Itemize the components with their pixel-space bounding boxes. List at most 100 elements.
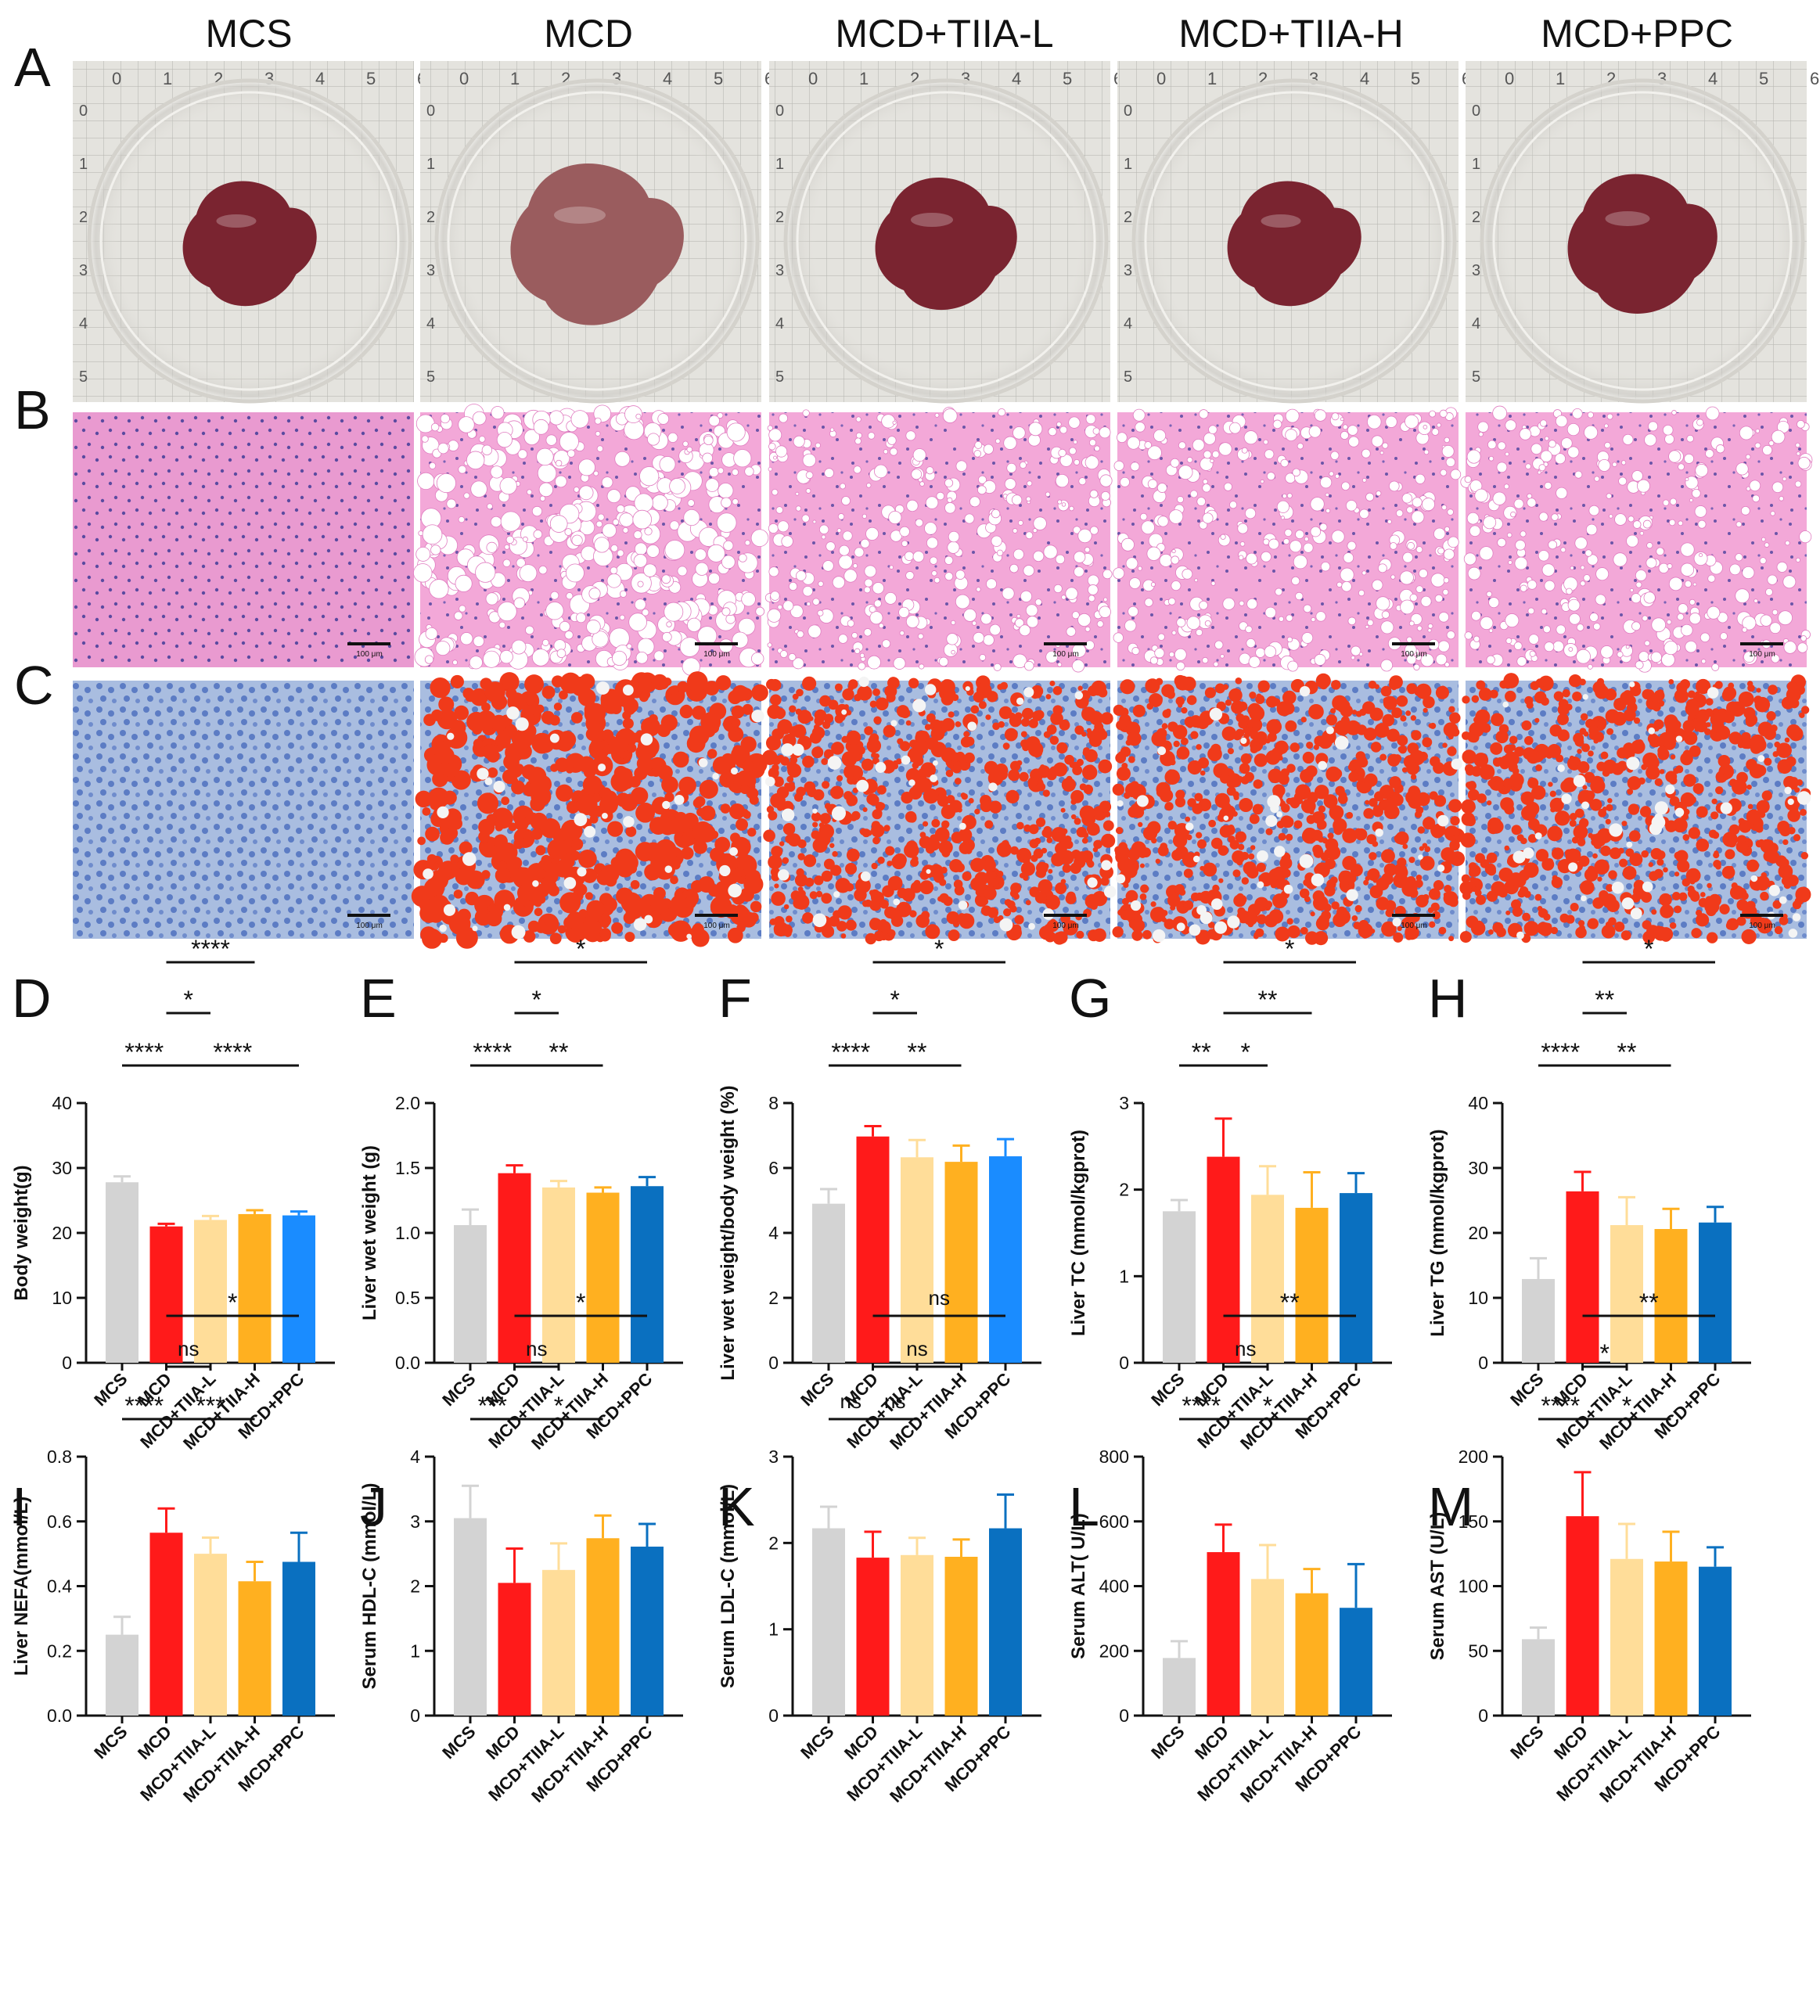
he-histology-image: 100 μm <box>73 412 414 667</box>
lipid-droplet <box>919 836 932 849</box>
lipid-vacuole <box>1004 478 1016 491</box>
lipid-droplet <box>1577 749 1582 754</box>
lipid-vacuole <box>499 650 513 664</box>
lipid-vacuole <box>1689 498 1693 502</box>
lipid-droplet <box>951 832 963 844</box>
lipid-droplet <box>1207 746 1222 762</box>
lipid-droplet <box>707 749 718 759</box>
lipid-droplet <box>1340 716 1350 725</box>
lipid-droplet <box>559 672 581 694</box>
bar <box>1654 1561 1688 1716</box>
lipid-droplet <box>1079 805 1095 821</box>
lipid-vacuole <box>1303 604 1312 613</box>
lipid-vacuole <box>703 435 714 446</box>
lipid-droplet <box>876 810 883 816</box>
lipid-vacuole <box>779 650 788 659</box>
lipid-droplet <box>1433 880 1444 891</box>
lipid-vacuole <box>470 480 487 498</box>
lipid-droplet <box>584 703 606 724</box>
lipid-droplet <box>766 806 775 814</box>
significance-label: ** <box>549 1038 569 1066</box>
lipid-droplet <box>1051 853 1065 867</box>
lipid-droplet <box>1115 826 1124 835</box>
liver-highlight <box>216 214 257 228</box>
lipid-vacuole <box>1301 632 1314 644</box>
lipid-droplet <box>987 907 998 918</box>
lipid-vacuole <box>1680 562 1695 577</box>
vacuole <box>764 776 775 787</box>
y-tick-label: 0 <box>1119 1353 1129 1373</box>
lipid-vacuole <box>1643 591 1656 604</box>
lipid-vacuole <box>796 570 807 581</box>
lipid-droplet <box>1052 932 1066 945</box>
lipid-droplet <box>1695 720 1708 733</box>
lipid-droplet <box>795 708 802 715</box>
lipid-droplet <box>930 742 947 758</box>
lipid-droplet <box>884 906 897 919</box>
lipid-vacuole <box>889 447 898 456</box>
lipid-droplet <box>1116 720 1126 731</box>
lipid-vacuole <box>635 413 642 419</box>
lipid-vacuole <box>912 448 926 462</box>
lipid-droplet <box>834 683 843 692</box>
lipid-droplet <box>893 853 907 867</box>
lipid-vacuole <box>1016 613 1021 619</box>
lipid-droplet <box>1588 750 1594 756</box>
lipid-droplet <box>1060 879 1066 885</box>
lipid-vacuole <box>863 586 871 594</box>
vacuole <box>644 915 653 924</box>
lipid-droplet <box>1629 853 1643 867</box>
lipid-droplet <box>1509 772 1524 788</box>
significance-label: **** <box>213 1038 252 1066</box>
lipid-droplet <box>748 912 759 923</box>
lipid-vacuole <box>1399 570 1414 585</box>
lipid-vacuole <box>821 534 826 540</box>
bar <box>542 1187 575 1363</box>
lipid-vacuole <box>1625 645 1630 649</box>
lipid-droplet <box>719 756 736 774</box>
lipid-vacuole <box>565 563 584 583</box>
lipid-vacuole <box>717 467 725 474</box>
panel-letter: H <box>1428 968 1468 1029</box>
lipid-vacuole <box>1331 412 1340 421</box>
lipid-vacuole <box>430 544 441 555</box>
lipid-vacuole <box>541 638 549 646</box>
lipid-droplet <box>1185 816 1191 822</box>
lipid-vacuole <box>1113 632 1124 643</box>
lipid-vacuole <box>1617 651 1624 658</box>
lipid-droplet <box>1076 827 1088 838</box>
lipid-vacuole <box>662 631 672 642</box>
vacuole <box>1318 760 1328 771</box>
lipid-vacuole <box>905 615 919 628</box>
lipid-vacuole <box>1057 662 1063 667</box>
lipid-droplet <box>1438 926 1447 935</box>
lipid-vacuole <box>702 452 713 464</box>
lipid-vacuole <box>1400 599 1415 615</box>
ruler-number: 3 <box>1472 262 1480 279</box>
lipid-droplet <box>1523 747 1536 760</box>
lipid-vacuole <box>1678 603 1689 614</box>
lipid-vacuole <box>1735 521 1743 528</box>
lipid-droplet <box>982 858 996 872</box>
ruler-number: 5 <box>775 368 784 386</box>
lipid-droplet <box>1641 850 1649 858</box>
lipid-droplet <box>627 743 637 753</box>
lipid-vacuole <box>1199 409 1209 419</box>
lipid-droplet <box>1698 897 1708 907</box>
lipid-droplet <box>1374 791 1385 802</box>
lipid-droplet <box>1656 858 1664 866</box>
lipid-droplet <box>1370 742 1382 753</box>
panel-letter: E <box>360 968 397 1029</box>
lipid-droplet <box>1669 922 1677 929</box>
lipid-droplet <box>1601 924 1616 939</box>
vacuole <box>1502 701 1509 708</box>
lipid-droplet <box>897 738 904 745</box>
lipid-droplet <box>629 776 641 788</box>
lipid-droplet <box>1592 897 1604 909</box>
ruler-number: 5 <box>1063 69 1072 88</box>
lipid-vacuole <box>1406 654 1417 665</box>
lipid-droplet <box>1300 926 1308 935</box>
ruler-number: 5 <box>1124 368 1132 386</box>
lipid-droplet <box>1443 891 1459 906</box>
